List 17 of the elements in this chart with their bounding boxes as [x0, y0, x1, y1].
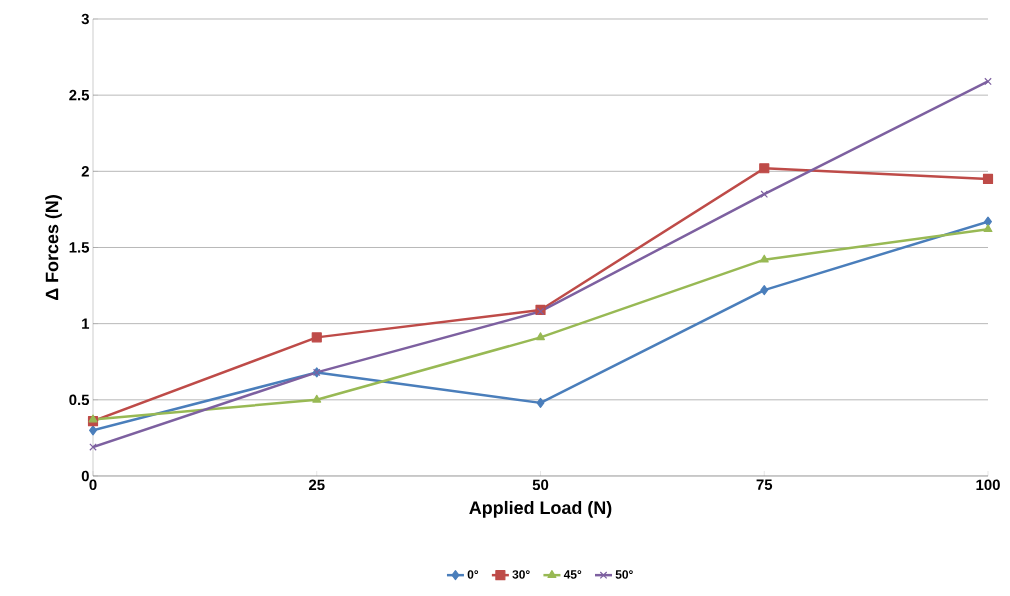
legend-label: 0° — [467, 570, 479, 579]
y-tick-label: 1.5 — [69, 242, 90, 253]
x-tick-label: 50 — [532, 479, 549, 491]
x-axis-title: Applied Load (N) — [469, 500, 612, 518]
x-tick-label: 25 — [308, 479, 325, 491]
y-axis-title: Δ Forces (N) — [45, 195, 62, 301]
legend-label: 30° — [512, 570, 530, 579]
y-tick-label: 0.5 — [69, 394, 90, 406]
y-tick-label: 1 — [82, 318, 90, 329]
y-tick-label: 3 — [81, 13, 89, 25]
y-tick-label: 2.5 — [69, 89, 90, 101]
x-tick-label: 100 — [976, 479, 1000, 491]
x-tick-label: 75 — [756, 479, 773, 490]
y-tick-label: 2 — [81, 166, 89, 177]
legend-label: 50° — [615, 570, 633, 579]
y-tick-label: 0 — [81, 470, 89, 482]
legend-label: 45° — [563, 570, 582, 579]
